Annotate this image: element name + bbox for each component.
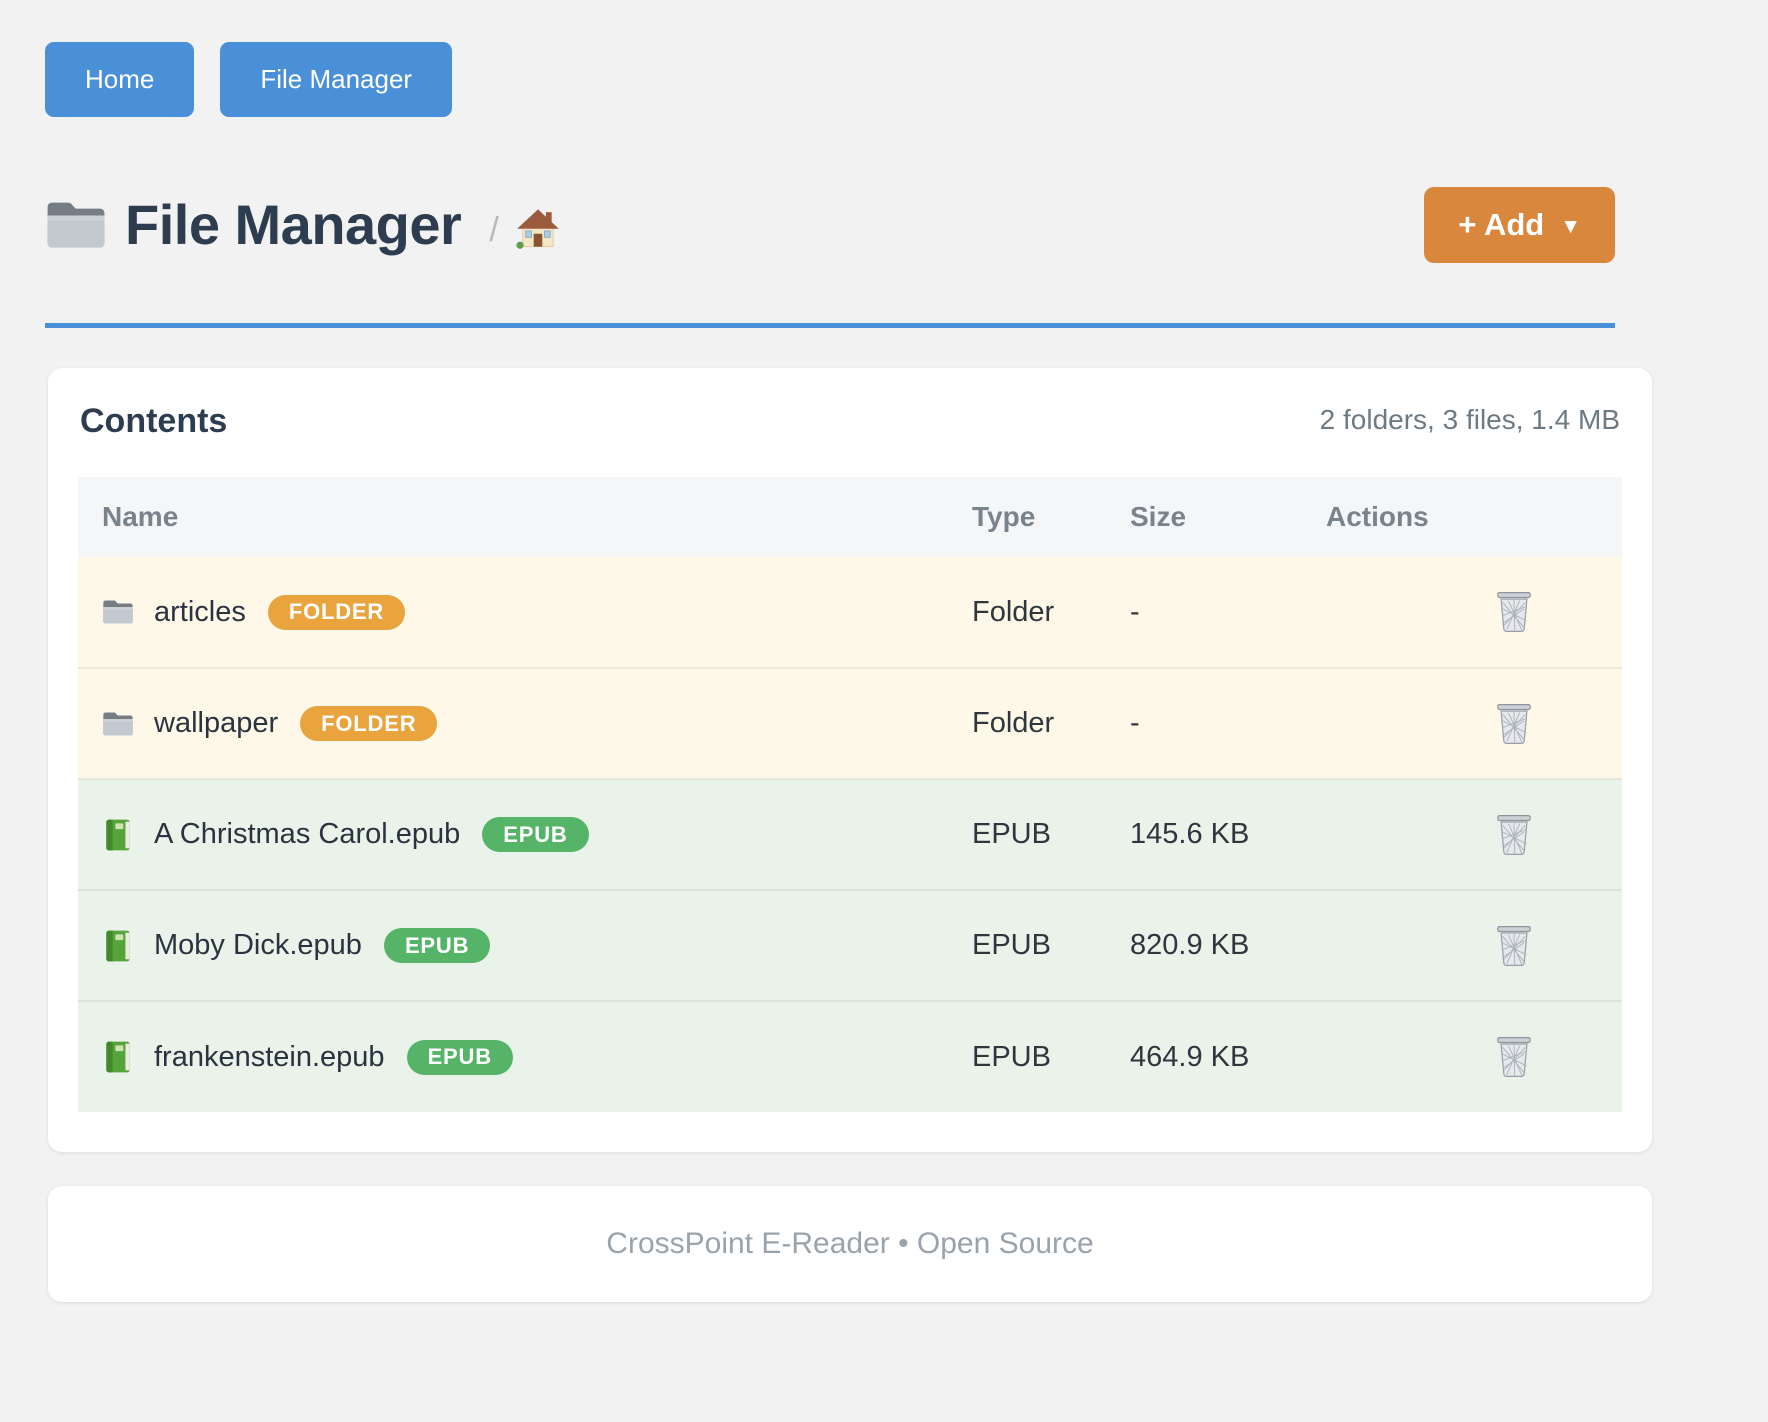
trash-icon xyxy=(1496,591,1532,633)
add-button[interactable]: + Add ▼ xyxy=(1424,187,1615,263)
book-icon xyxy=(102,929,134,963)
name-cell: frankenstein.epub EPUB xyxy=(78,1001,948,1112)
contents-title: Contents xyxy=(80,402,228,440)
trash-icon xyxy=(1496,703,1532,745)
size-cell: 464.9 KB xyxy=(1130,1040,1250,1073)
table-header-row: Name Type Size Actions xyxy=(78,477,1622,557)
actions-cell xyxy=(1302,779,1622,890)
item-name[interactable]: wallpaper xyxy=(154,707,279,739)
item-name[interactable]: frankenstein.epub xyxy=(154,1040,385,1073)
contents-card: Contents 2 folders, 3 files, 1.4 MB Name… xyxy=(48,368,1652,1152)
actions-cell xyxy=(1302,668,1622,779)
item-name[interactable]: Moby Dick.epub xyxy=(154,929,362,961)
column-header-name: Name xyxy=(102,501,179,532)
breadcrumb-separator: / xyxy=(489,210,499,249)
nav-button-home[interactable]: Home xyxy=(45,42,195,117)
folder-icon xyxy=(102,707,134,741)
name-cell: A Christmas Carol.epub EPUB xyxy=(78,779,948,890)
trash-icon xyxy=(1496,925,1532,967)
contents-card-header: Contents 2 folders, 3 files, 1.4 MB xyxy=(78,398,1622,441)
type-cell: EPUB xyxy=(972,818,1051,850)
contents-summary: 2 folders, 3 files, 1.4 MB xyxy=(1319,403,1620,435)
name-cell: wallpaper FOLDER xyxy=(78,668,948,779)
item-name[interactable]: A Christmas Carol.epub xyxy=(154,818,461,850)
contents-table: Name Type Size Actions articles FOLDER F… xyxy=(78,477,1622,1112)
table-row[interactable]: A Christmas Carol.epub EPUB EPUB 145.6 K… xyxy=(78,779,1622,890)
title-group: File Manager / xyxy=(45,197,561,253)
contents-table-body: articles FOLDER Folder - wallpaper FOLDE… xyxy=(78,557,1622,1112)
size-cell: 145.6 KB xyxy=(1130,818,1250,850)
add-button-label: + Add xyxy=(1458,207,1545,242)
type-cell: Folder xyxy=(972,595,1055,628)
actions-cell xyxy=(1302,1001,1622,1112)
column-header-actions: Actions xyxy=(1326,501,1429,532)
type-badge: FOLDER xyxy=(300,706,438,741)
column-header-size: Size xyxy=(1130,501,1187,532)
book-icon xyxy=(102,1040,134,1074)
actions-cell xyxy=(1302,890,1622,1001)
type-cell: Folder xyxy=(972,707,1055,739)
type-cell: EPUB xyxy=(972,1040,1051,1073)
size-cell: - xyxy=(1130,707,1140,739)
footer: CrossPoint E-Reader • Open Source xyxy=(48,1186,1652,1302)
actions-cell xyxy=(1302,557,1622,668)
folder-icon xyxy=(45,197,107,253)
table-row[interactable]: articles FOLDER Folder - xyxy=(78,557,1622,668)
delete-button[interactable] xyxy=(1496,703,1532,745)
home-icon[interactable] xyxy=(515,206,561,250)
delete-button[interactable] xyxy=(1496,1036,1532,1078)
delete-button[interactable] xyxy=(1496,814,1532,856)
type-badge: EPUB xyxy=(482,817,589,852)
delete-button[interactable] xyxy=(1496,591,1532,633)
trash-icon xyxy=(1496,1036,1532,1078)
table-row[interactable]: wallpaper FOLDER Folder - xyxy=(78,668,1622,779)
folder-icon xyxy=(102,595,134,629)
size-cell: - xyxy=(1130,595,1140,628)
table-row[interactable]: frankenstein.epub EPUB EPUB 464.9 KB xyxy=(78,1001,1622,1112)
header-divider xyxy=(45,323,1615,328)
trash-icon xyxy=(1496,814,1532,856)
item-name[interactable]: articles xyxy=(154,595,246,628)
column-header-type: Type xyxy=(972,501,1036,532)
caret-down-icon: ▼ xyxy=(1560,214,1581,238)
page-title: File Manager xyxy=(125,193,462,256)
type-badge: EPUB xyxy=(406,1039,513,1075)
type-badge: FOLDER xyxy=(267,594,406,630)
table-row[interactable]: Moby Dick.epub EPUB EPUB 820.9 KB xyxy=(78,890,1622,1001)
nav-button-file-manager[interactable]: File Manager xyxy=(220,42,453,117)
top-nav: Home File Manager xyxy=(45,42,1768,117)
type-badge: EPUB xyxy=(383,928,491,963)
type-cell: EPUB xyxy=(972,929,1051,961)
footer-text: CrossPoint E-Reader • Open Source xyxy=(606,1227,1094,1260)
page-header: File Manager / + Add ▼ xyxy=(45,187,1615,263)
name-cell: Moby Dick.epub EPUB xyxy=(78,890,948,1001)
size-cell: 820.9 KB xyxy=(1130,929,1250,961)
name-cell: articles FOLDER xyxy=(78,557,948,668)
book-icon xyxy=(102,818,134,852)
delete-button[interactable] xyxy=(1496,925,1532,967)
